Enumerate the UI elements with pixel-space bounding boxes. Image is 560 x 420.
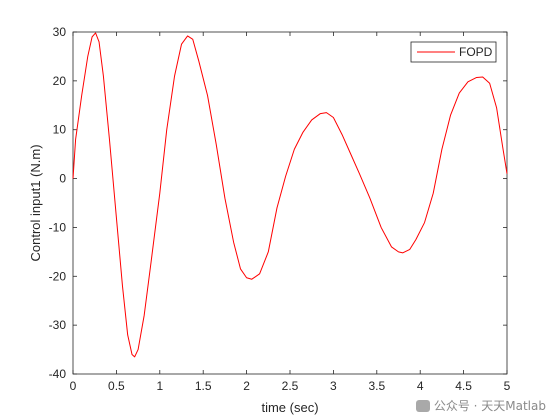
x-tick-label: 0.5	[108, 379, 125, 393]
legend-label-fopd: FOPD	[459, 45, 493, 59]
y-tick-label: -20	[49, 269, 67, 283]
y-tick-label: -30	[49, 318, 67, 332]
y-tick-label: -10	[49, 220, 67, 234]
y-tick-label: 0	[59, 172, 66, 186]
wechat-icon	[415, 399, 430, 412]
y-tick-label: 20	[53, 74, 67, 88]
y-tick-label: 10	[53, 123, 67, 137]
x-tick-label: 5	[504, 379, 511, 393]
y-tick-label: -40	[49, 367, 67, 381]
tick-marks	[72, 31, 508, 375]
x-tick-label: 1.5	[195, 379, 212, 393]
x-tick-label: 1	[156, 379, 163, 393]
x-tick-label: 3	[330, 379, 337, 393]
x-tick-label: 4.5	[455, 379, 472, 393]
x-tick-label: 2	[243, 379, 250, 393]
x-tick-label: 3.5	[368, 379, 385, 393]
series-line-fopd	[72, 32, 508, 358]
x-axis-label: time (sec)	[261, 400, 318, 415]
series-lines	[72, 32, 508, 358]
axes	[72, 31, 508, 375]
watermark-text: 公众号 · 天天Matlab	[433, 399, 546, 413]
x-tick-label: 0	[70, 379, 77, 393]
y-tick-label: 30	[53, 25, 67, 39]
x-tick-label: 2.5	[282, 379, 299, 393]
y-axis-label: Control input1 (N.m)	[28, 144, 43, 261]
x-tick-label: 4	[417, 379, 424, 393]
watermark: 公众号 · 天天Matlab	[415, 397, 546, 414]
legend: FOPD	[410, 41, 497, 63]
tick-labels: 0 0.5 1 1.5 2 2.5 3 3.5 4 4.5 5 -40 -30 -20 -10 0 10 20 30	[49, 25, 511, 393]
plot-area-frame	[72, 31, 508, 375]
